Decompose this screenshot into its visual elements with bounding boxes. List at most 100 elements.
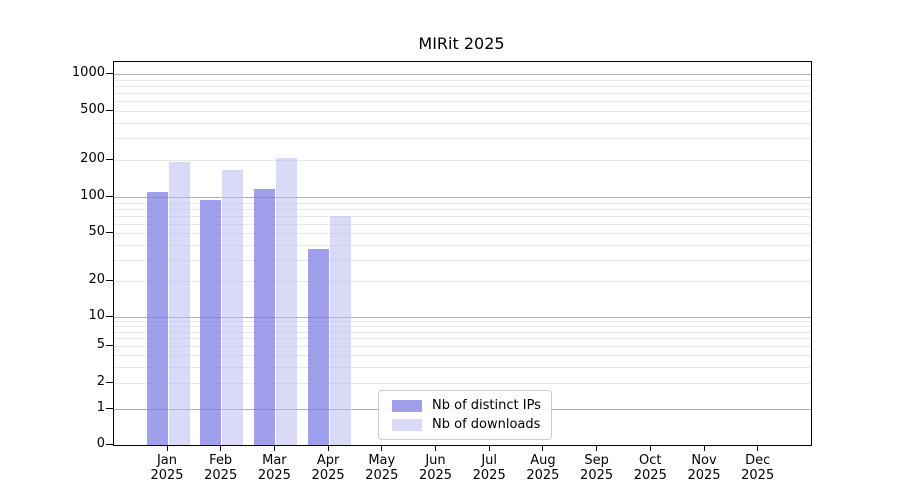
x-tick-year: 2025 — [365, 468, 399, 483]
y-tick-label-500: 500 — [80, 101, 105, 117]
x-tick-label-may: May 2025 — [350, 453, 414, 483]
gridline-20 — [114, 281, 811, 282]
gridline-800 — [114, 85, 811, 87]
x-tick-month: Nov — [691, 453, 717, 468]
x-tick-year: 2025 — [687, 468, 721, 483]
gridline-30 — [114, 259, 811, 261]
x-tick-label-nov: Nov 2025 — [672, 453, 736, 483]
legend-label: Nb of distinct IPs — [432, 398, 541, 413]
gridline-3 — [114, 366, 811, 368]
gridline-7 — [114, 331, 811, 333]
y-tick-mark-500 — [106, 110, 113, 111]
gridline-8 — [114, 326, 811, 328]
chart-title: MIRit 2025 — [418, 34, 505, 53]
x-tick-year: 2025 — [741, 468, 775, 483]
gridline-500 — [114, 111, 811, 112]
y-tick-mark-5 — [106, 345, 113, 346]
gridline-400 — [114, 122, 811, 124]
x-tick-month: Dec — [745, 453, 771, 468]
y-tick-label-50: 50 — [88, 224, 105, 239]
gridline-60 — [114, 223, 811, 225]
x-tick-label-mar: Mar 2025 — [242, 453, 306, 483]
y-tick-mark-20 — [106, 280, 113, 281]
y-tick-label-1: 1 — [96, 399, 105, 415]
x-tick-month: Jan — [156, 453, 178, 468]
gridline-1000 — [114, 74, 811, 75]
x-tick-year: 2025 — [311, 468, 345, 483]
x-tick-mark-mar — [273, 446, 275, 451]
x-tick-month: Apr — [316, 453, 340, 468]
x-tick-month: Sep — [584, 453, 609, 468]
bar-mar-downloads — [275, 158, 297, 445]
gridline-900 — [114, 79, 811, 81]
y-tick-mark-200 — [106, 158, 113, 160]
x-tick-mark-feb — [220, 446, 222, 451]
x-tick-year: 2025 — [257, 468, 291, 483]
x-tick-mark-dec — [757, 446, 759, 451]
legend: Nb of distinct IPs Nb of downloads — [378, 390, 552, 440]
gridline-10 — [114, 317, 811, 318]
legend-label: Nb of downloads — [432, 417, 541, 432]
gridline-9 — [114, 321, 811, 323]
x-tick-year: 2025 — [418, 468, 453, 483]
x-tick-year: 2025 — [150, 468, 184, 483]
y-tick-label-0: 0 — [96, 436, 105, 451]
gridline-100 — [114, 197, 811, 198]
legend-item: Nb of downloads — [392, 415, 541, 434]
x-tick-year: 2025 — [633, 468, 667, 483]
y-tick-label-20: 20 — [88, 271, 105, 287]
x-tick-label-apr: Apr 2025 — [296, 453, 360, 483]
x-tick-month: Jul — [481, 453, 498, 468]
gridline-600 — [114, 101, 811, 103]
y-tick-mark-1 — [106, 408, 113, 409]
gridline-90 — [114, 202, 811, 204]
gridline-4 — [114, 355, 811, 356]
x-tick-mark-sep — [596, 446, 598, 451]
x-tick-mark-nov — [703, 446, 705, 451]
bar-mar-distinct-ips — [253, 189, 275, 445]
gridline-40 — [114, 244, 811, 246]
x-tick-year: 2025 — [526, 468, 560, 483]
bar-feb-distinct-ips — [200, 199, 222, 445]
y-tick-label-100: 100 — [80, 188, 105, 203]
plot-area — [113, 61, 812, 446]
gridline-300 — [114, 138, 811, 139]
y-tick-mark-10 — [106, 316, 113, 317]
y-tick-label-5: 5 — [96, 336, 105, 352]
x-tick-label-oct: Oct 2025 — [618, 453, 682, 483]
legend-item: Nb of distinct IPs — [392, 396, 541, 415]
y-tick-label-1000: 1000 — [71, 64, 105, 80]
x-tick-label-sep: Sep 2025 — [565, 453, 629, 483]
gridline-6 — [114, 338, 811, 340]
x-tick-mark-oct — [649, 446, 651, 451]
x-tick-label-jan: Jan 2025 — [135, 453, 199, 483]
y-tick-mark-0 — [106, 444, 113, 445]
bar-jan-distinct-ips — [146, 191, 168, 445]
x-tick-label-jun: Jun 2025 — [404, 453, 468, 483]
x-tick-mark-may — [381, 446, 383, 451]
x-tick-label-jul: Jul 2025 — [457, 453, 521, 483]
x-tick-label-dec: Dec 2025 — [726, 453, 790, 483]
bar-feb-downloads — [222, 169, 244, 445]
x-tick-mark-jan — [166, 446, 168, 451]
x-tick-year: 2025 — [204, 468, 238, 483]
x-tick-month: Oct — [639, 453, 662, 468]
x-tick-mark-jul — [488, 446, 490, 451]
y-tick-label-200: 200 — [80, 150, 105, 166]
y-tick-mark-1000 — [106, 73, 113, 74]
gridline-70 — [114, 215, 811, 217]
legend-swatch-icon — [392, 418, 422, 431]
gridline-200 — [114, 159, 811, 161]
x-tick-month: Feb — [209, 453, 233, 468]
gridline-5 — [114, 346, 811, 347]
x-tick-mark-aug — [542, 446, 544, 451]
y-tick-mark-2 — [106, 382, 113, 383]
gridline-50 — [114, 233, 811, 234]
x-tick-month: Mar — [262, 453, 287, 468]
bar-apr-distinct-ips — [307, 248, 329, 445]
y-tick-label-10: 10 — [88, 308, 105, 323]
bar-jan-downloads — [168, 162, 190, 445]
bar-apr-downloads — [329, 215, 351, 445]
gridline-2 — [114, 383, 811, 384]
